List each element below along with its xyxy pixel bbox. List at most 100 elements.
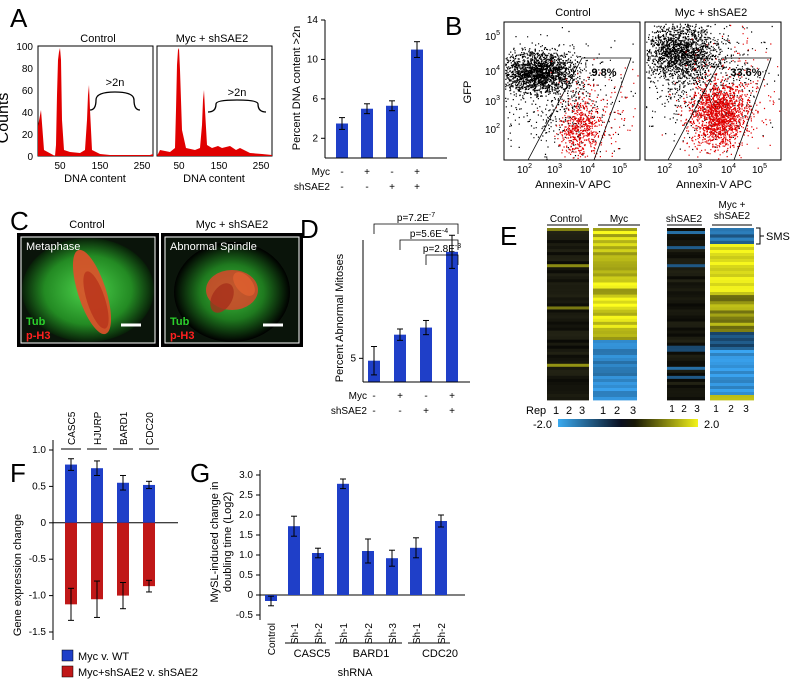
heatmap-row [547, 351, 589, 356]
heatmap-row [547, 315, 589, 319]
heatmap-row [547, 342, 589, 347]
heatmap-row [667, 357, 705, 362]
heatmap-row [593, 312, 637, 317]
p-value-label: p=2.8E-3 [423, 243, 461, 255]
heatmap-row [547, 366, 589, 371]
svg-text:40: 40 [22, 108, 34, 119]
heatmap-row [710, 247, 754, 251]
svg-text:2: 2 [728, 404, 734, 415]
heatmap-row [710, 383, 754, 387]
group-label: Control [550, 214, 582, 225]
bar [435, 521, 447, 595]
heatmap-row [710, 234, 754, 238]
heatmap-row [667, 321, 705, 325]
heatmap-row [710, 368, 754, 372]
heatmap-row [667, 375, 705, 380]
heatmap-row [710, 347, 754, 351]
y-tick-label: 3.0 [239, 470, 253, 481]
heatmap-row [667, 237, 705, 241]
bar [312, 553, 324, 595]
heatmap-row [667, 342, 705, 347]
panel-a-bar-chart: Percent DNA content >2n 2 6 10 14 Myc shSAE… [291, 15, 447, 193]
heatmap-row [667, 228, 705, 232]
y-tick-label: 14 [307, 15, 319, 26]
y-tick-label: 1.0 [239, 550, 253, 561]
heatmap-row [667, 231, 705, 235]
heatmap-row [593, 370, 637, 374]
heatmap-row [593, 240, 637, 244]
heatmap-row [710, 280, 754, 284]
heatmap-row [547, 327, 589, 331]
heatmap-row [547, 261, 589, 265]
legend-swatch-blue [61, 649, 74, 662]
svg-text:104: 104 [580, 163, 595, 176]
heatmap-row [593, 318, 637, 323]
heatmap-row [667, 372, 705, 377]
legend-label: Myc+shSAE2 v. shSAE2 [78, 667, 198, 679]
x-axis-label: Annexin-V APC [535, 179, 611, 191]
heatmap-row [593, 228, 637, 232]
bar [143, 484, 155, 523]
scatter-points [555, 92, 606, 159]
svg-text:-: - [372, 406, 375, 417]
heatmap-row [547, 231, 589, 235]
svg-text:-: - [365, 182, 368, 193]
panel-letter-a: A [10, 3, 28, 33]
heatmap-row [547, 360, 589, 365]
panel-letter-e: E [500, 221, 517, 251]
heatmap-row [547, 390, 589, 395]
heatmap-row [593, 324, 637, 329]
image-inner-label: Metaphase [26, 241, 80, 253]
bar [394, 334, 406, 382]
y-tick-label: -1.0 [29, 591, 47, 602]
sms-bracket [756, 227, 764, 245]
svg-text:60: 60 [22, 86, 34, 97]
category-label: Sh-2 [314, 623, 325, 645]
heatmap-row [547, 288, 589, 292]
heatmap-row [710, 304, 754, 308]
heatmap-row [547, 246, 589, 250]
heatmap-row [710, 277, 754, 281]
heatmap-row [667, 246, 705, 250]
svg-text:-: - [424, 391, 427, 402]
stain-ph3: p-H3 [170, 330, 194, 342]
heatmap-row [547, 273, 589, 277]
heatmap-row [667, 336, 705, 341]
category-label: Sh-2 [364, 623, 375, 645]
svg-text:105: 105 [752, 163, 767, 176]
bar [386, 558, 398, 595]
scale-min: -2.0 [533, 419, 552, 431]
heatmap-row [593, 252, 637, 256]
bar [91, 522, 103, 600]
svg-text:+: + [364, 167, 370, 178]
heatmap-row [710, 286, 754, 290]
heatmap-row [710, 295, 754, 299]
svg-text:103: 103 [485, 95, 500, 108]
heatmap-row [667, 267, 705, 271]
panel-c-microscopy: Control Metaphase Tub p-H3 Myc + shSAE2 … [17, 219, 303, 347]
bar [336, 123, 348, 158]
heatmap-row [593, 264, 637, 268]
heatmap-row [547, 387, 589, 392]
panel-d-bar-chart: Percent Abnormal Mitoses 5 p=7.2E-7 p=5.6… [331, 212, 470, 417]
heatmap-row [593, 336, 637, 341]
heatmap-row [710, 237, 754, 242]
heatmap-row [667, 363, 705, 368]
image-title: Myc + shSAE2 [196, 219, 268, 231]
bar [362, 551, 374, 595]
heatmap-row [547, 237, 589, 241]
heatmap-row [593, 349, 637, 353]
svg-text:3: 3 [694, 404, 700, 415]
heatmap-row [547, 384, 589, 389]
group-label: CASC5 [294, 648, 331, 660]
heatmap-row [593, 391, 637, 395]
heatmap-row [710, 359, 754, 363]
rep-label: Rep [526, 405, 546, 417]
gt2n-label: >2n [106, 77, 125, 89]
heatmap-row [593, 379, 637, 383]
y-tick-label: 1.0 [32, 445, 46, 456]
y-tick-label: 6 [312, 94, 318, 105]
heatmap-row [547, 264, 589, 268]
heatmap-row [593, 231, 637, 235]
y-axis-label-line1: MySL-induced change in [209, 481, 221, 602]
